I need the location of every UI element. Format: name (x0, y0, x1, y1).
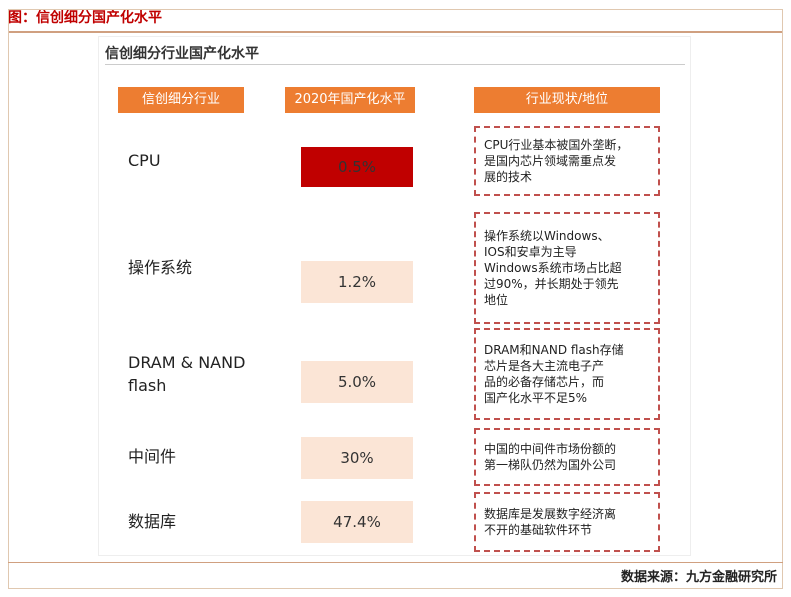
level: 30% (301, 437, 413, 479)
rule (8, 562, 783, 563)
status-line: 第一梯队仍然为国外公司 (484, 458, 617, 472)
figure-title: 信创细分行业国产化水平 (105, 46, 259, 62)
level: 5.0% (301, 361, 413, 403)
status-line: 操作系统以Windows、 (484, 229, 610, 243)
level: 1.2% (301, 261, 413, 303)
status: 操作系统以Windows、 IOS和安卓为主导 Windows系统市场占比超 过90%… (474, 212, 660, 324)
status-line: 是国内芯片领域需重点发 (484, 154, 617, 168)
header-title: 图：信创细分国产化水平 (8, 10, 162, 26)
status: 中国的中间件市场份额的 第一梯队仍然为国外公司 (474, 428, 660, 486)
status-line: 品的必备存储芯片，而 (484, 375, 605, 389)
industry: DRAM & NAND flash (128, 353, 246, 395)
status: CPU行业基本被国外垄断， 是国内芯片领域需重点发 展的技术 (474, 126, 660, 196)
status-line: Windows系统市场占比超 (484, 261, 622, 275)
status-line: 不开的基础软件环节 (484, 523, 593, 537)
rule (8, 31, 783, 33)
column-header: 信创细分行业 (118, 87, 244, 113)
status-line: 数据库是发展数字经济离 (484, 507, 617, 521)
industry: 操作系统 (128, 258, 193, 277)
status-line: 地位 (484, 293, 509, 307)
status-line: CPU行业基本被国外垄断， (484, 138, 629, 152)
status-line: DRAM和NAND flash存储 (484, 343, 624, 357)
status: DRAM和NAND flash存储 芯片是各大主流电子产 品的必备存储芯片，而 国产化… (474, 328, 660, 420)
column-header: 2020年国产化水平 (285, 87, 415, 113)
industry: 数据库 (128, 512, 177, 531)
column-header: 行业现状/地位 (474, 87, 660, 113)
industry: CPU (128, 151, 161, 170)
status-line: 展的技术 (484, 170, 533, 184)
status-line: IOS和安卓为主导 (484, 245, 577, 259)
level: 0.5% (301, 147, 413, 187)
title-rule (105, 64, 685, 65)
source: 数据来源：九方金融研究所 (620, 570, 777, 585)
frame (8, 9, 783, 589)
industry: 中间件 (128, 447, 177, 466)
status: 数据库是发展数字经济离 不开的基础软件环节 (474, 492, 660, 552)
status-line: 国产化水平不足5% (484, 391, 588, 405)
level: 47.4% (301, 501, 413, 543)
status-line: 中国的中间件市场份额的 (484, 442, 617, 456)
status-line: 芯片是各大主流电子产 (484, 359, 605, 373)
status-line: 过90%，并长期处于领先 (484, 277, 619, 291)
